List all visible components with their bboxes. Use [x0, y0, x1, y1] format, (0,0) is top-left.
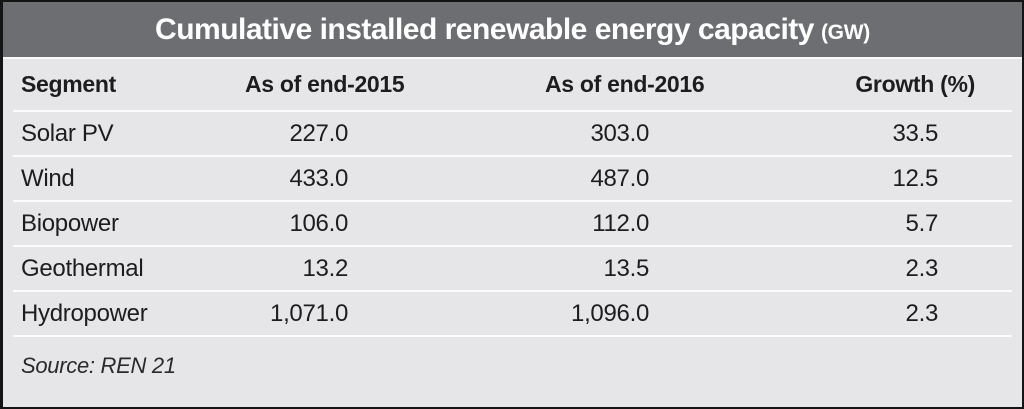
table-header: Segment As of end-2015 As of end-2016 Gr…	[13, 59, 1012, 112]
col-header-growth: Growth (%)	[695, 59, 1012, 112]
cell-growth: 12.5	[695, 156, 1012, 202]
cell-segment: Hydropower	[13, 291, 245, 337]
cell-end2016: 487.0	[395, 156, 695, 202]
cell-end2015: 106.0	[245, 201, 395, 247]
cell-end2016: 112.0	[395, 201, 695, 247]
table-row: Hydropower 1,071.0 1,096.0 2.3	[13, 291, 1012, 337]
col-header-segment: Segment	[13, 59, 245, 112]
cell-end2016: 303.0	[395, 111, 695, 157]
table-row: Solar PV 227.0 303.0 33.5	[13, 111, 1012, 157]
table-container: Segment As of end-2015 As of end-2016 Gr…	[3, 59, 1022, 337]
cell-segment: Wind	[13, 156, 245, 202]
source-note: Source: REN 21	[21, 353, 176, 378]
header-row: Segment As of end-2015 As of end-2016 Gr…	[13, 59, 1012, 112]
cell-end2015: 227.0	[245, 111, 395, 157]
cell-end2016: 1,096.0	[395, 291, 695, 337]
chart-title-text: Cumulative installed renewable energy ca…	[155, 12, 814, 46]
data-table: Segment As of end-2015 As of end-2016 Gr…	[13, 59, 1012, 337]
table-row: Biopower 106.0 112.0 5.7	[13, 201, 1012, 247]
cell-end2015: 13.2	[245, 246, 395, 292]
cell-segment: Biopower	[13, 201, 245, 247]
table-body: Solar PV 227.0 303.0 33.5 Wind 433.0 487…	[13, 111, 1012, 337]
col-header-end2015: As of end-2015	[245, 59, 405, 112]
cell-segment: Geothermal	[13, 246, 245, 292]
table-row: Geothermal 13.2 13.5 2.3	[13, 246, 1012, 292]
chart-title: Cumulative installed renewable energy ca…	[155, 13, 870, 47]
cell-end2015: 433.0	[245, 156, 395, 202]
table-row: Wind 433.0 487.0 12.5	[13, 156, 1012, 202]
cell-growth: 5.7	[695, 201, 1012, 247]
cell-end2016: 13.5	[395, 246, 695, 292]
chart-title-unit: (GW)	[820, 20, 870, 44]
cell-growth: 2.3	[695, 291, 1012, 337]
cell-growth: 33.5	[695, 111, 1012, 157]
title-bar: Cumulative installed renewable energy ca…	[3, 2, 1022, 59]
col-header-end2016: As of end-2016	[395, 59, 705, 112]
cell-end2015: 1,071.0	[245, 291, 395, 337]
cell-growth: 2.3	[695, 246, 1012, 292]
cell-segment: Solar PV	[13, 111, 245, 157]
